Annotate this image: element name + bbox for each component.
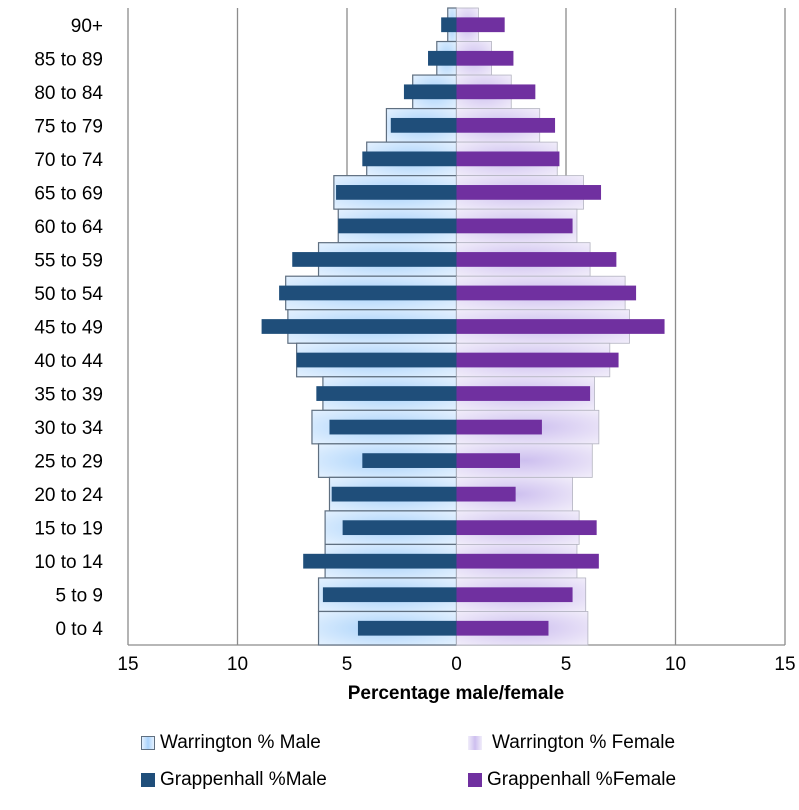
- bar-grappenhall-female: [456, 218, 573, 234]
- legend-item-warrington-female: Warrington % Female: [468, 732, 675, 754]
- legend-swatch-warrington-female: [468, 736, 482, 750]
- y-tick-label: 50 to 54: [34, 284, 103, 305]
- x-axis-title: Percentage male/female: [348, 683, 565, 704]
- y-tick-label: 70 to 74: [34, 150, 103, 171]
- x-tick-label: 5: [561, 654, 572, 675]
- bar-grappenhall-male: [279, 285, 457, 301]
- bar-grappenhall-male: [329, 419, 457, 435]
- bar-grappenhall-female: [456, 319, 665, 334]
- legend-label: Grappenhall %Female: [487, 769, 677, 790]
- bar-grappenhall-female: [456, 352, 619, 368]
- y-tick-label: 60 to 64: [34, 217, 103, 238]
- y-tick-label: 5 to 9: [55, 586, 103, 607]
- bar-grappenhall-male: [261, 319, 457, 334]
- y-tick-label: 80 to 84: [34, 83, 103, 104]
- legend: Warrington % Male Warrington % Female Gr…: [0, 722, 799, 810]
- bar-grappenhall-female: [456, 587, 573, 603]
- bar-grappenhall-female: [456, 84, 536, 100]
- bar-grappenhall-female: [456, 386, 591, 401]
- bar-grappenhall-male: [428, 50, 457, 66]
- bar-grappenhall-female: [456, 553, 599, 569]
- legend-label: Grappenhall %Male: [160, 769, 327, 790]
- legend-item-grappenhall-female: Grappenhall %Female: [468, 769, 676, 791]
- x-tick-label: 5: [342, 654, 353, 675]
- x-tick-label: 15: [117, 654, 138, 675]
- bar-grappenhall-female: [456, 50, 514, 66]
- bar-grappenhall-male: [292, 252, 457, 267]
- legend-item-warrington-male: Warrington % Male: [141, 732, 321, 754]
- legend-swatch-grappenhall-female: [468, 773, 482, 787]
- x-tick-label: 15: [774, 654, 795, 675]
- bar-grappenhall-male: [338, 218, 457, 234]
- bar-grappenhall-male: [331, 486, 457, 502]
- legend-swatch-warrington-male: [141, 736, 155, 750]
- bar-grappenhall-male: [403, 84, 457, 100]
- bar-grappenhall-female: [456, 185, 602, 200]
- bar-grappenhall-male: [362, 453, 457, 468]
- bar-grappenhall-female: [456, 285, 637, 301]
- legend-label: Warrington % Male: [160, 732, 321, 753]
- axis-labels: 15 10 5 0 5 10 15 90+ 85 to 89 80 to 84 75 to 79 70…: [34, 16, 795, 675]
- bar-grappenhall-male: [342, 520, 457, 536]
- bar-grappenhall-male: [316, 386, 457, 401]
- y-tick-label: 25 to 29: [34, 452, 103, 473]
- bar-grappenhall-male: [362, 151, 457, 167]
- y-tick-label: 30 to 34: [34, 418, 103, 439]
- y-tick-label: 65 to 69: [34, 183, 103, 204]
- bar-grappenhall-female: [456, 520, 597, 536]
- bar-grappenhall-female: [456, 486, 516, 502]
- bar-grappenhall-male: [336, 185, 457, 200]
- bar-grappenhall-female: [456, 620, 549, 636]
- bar-grappenhall-male: [296, 352, 457, 368]
- y-tick-label: 10 to 14: [34, 552, 103, 573]
- bar-grappenhall-male: [322, 587, 457, 603]
- y-tick-label: 90+: [71, 16, 103, 37]
- bar-grappenhall-female: [456, 419, 542, 435]
- y-tick-label: 20 to 24: [34, 485, 103, 506]
- legend-label: Warrington % Female: [492, 732, 676, 753]
- y-tick-label: 55 to 59: [34, 250, 103, 271]
- y-tick-label: 35 to 39: [34, 385, 103, 406]
- bars: [261, 7, 665, 646]
- bar-grappenhall-female: [456, 17, 505, 33]
- y-tick-label: 40 to 44: [34, 351, 103, 372]
- bar-grappenhall-female: [456, 151, 560, 167]
- bar-grappenhall-male: [441, 17, 457, 33]
- legend-swatch-grappenhall-male: [141, 773, 155, 787]
- bar-grappenhall-female: [456, 117, 556, 133]
- x-tick-label: 0: [451, 654, 462, 675]
- y-tick-label: 85 to 89: [34, 49, 103, 70]
- population-pyramid-chart: 15 10 5 0 5 10 15 90+ 85 to 89 80 to 84 75 to 79 70…: [34, 7, 796, 704]
- legend-item-grappenhall-male: Grappenhall %Male: [141, 769, 327, 791]
- y-tick-label: 75 to 79: [34, 116, 103, 137]
- bar-grappenhall-female: [456, 453, 521, 468]
- bar-grappenhall-male: [303, 553, 457, 569]
- y-tick-label: 15 to 19: [34, 519, 103, 540]
- bar-grappenhall-male: [390, 117, 457, 133]
- bar-grappenhall-female: [456, 252, 617, 267]
- y-tick-label: 45 to 49: [34, 318, 103, 339]
- x-tick-label: 10: [665, 654, 686, 675]
- x-tick-label: 10: [227, 654, 248, 675]
- bar-grappenhall-male: [357, 620, 457, 636]
- y-tick-label: 0 to 4: [55, 619, 103, 640]
